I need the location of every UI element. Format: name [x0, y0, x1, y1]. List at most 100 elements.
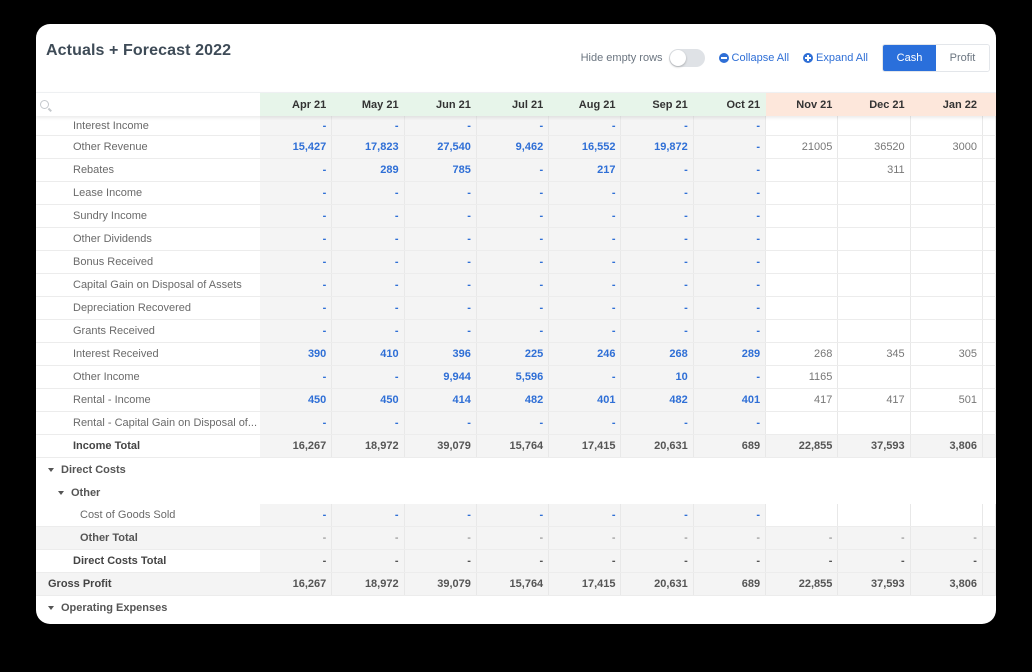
- actual-value-cell[interactable]: -: [549, 182, 622, 204]
- actual-value-cell[interactable]: -: [332, 297, 405, 319]
- actual-value-cell[interactable]: -: [332, 504, 405, 526]
- forecast-value-cell[interactable]: 345: [838, 343, 911, 365]
- actual-value-cell[interactable]: -: [693, 504, 767, 526]
- actual-value-cell[interactable]: 225: [476, 343, 550, 365]
- actual-value-cell[interactable]: -: [404, 504, 477, 526]
- actual-value-cell[interactable]: -: [260, 205, 333, 227]
- actual-value-cell[interactable]: -: [621, 251, 694, 273]
- actual-value-cell[interactable]: -: [621, 228, 694, 250]
- actual-value-cell[interactable]: -: [549, 297, 622, 319]
- actual-value-cell[interactable]: 482: [621, 389, 694, 411]
- forecast-value-cell[interactable]: [910, 251, 983, 273]
- forecast-value-cell[interactable]: [766, 320, 839, 342]
- forecast-value-cell[interactable]: 36520: [838, 136, 911, 158]
- actual-value-cell[interactable]: -: [621, 320, 694, 342]
- forecast-value-cell[interactable]: [910, 504, 983, 526]
- actual-value-cell[interactable]: -: [332, 116, 405, 135]
- actual-value-cell[interactable]: -: [693, 320, 767, 342]
- actual-value-cell[interactable]: -: [621, 116, 694, 135]
- actual-value-cell[interactable]: -: [549, 205, 622, 227]
- forecast-value-cell[interactable]: [910, 159, 983, 181]
- actual-value-cell[interactable]: -: [621, 412, 694, 434]
- caret-down-icon[interactable]: [48, 605, 54, 610]
- hide-empty-rows-toggle[interactable]: [668, 49, 705, 67]
- expand-all-button[interactable]: Expand All: [803, 52, 868, 64]
- actual-value-cell[interactable]: -: [621, 182, 694, 204]
- actual-value-cell[interactable]: -: [693, 116, 767, 135]
- actual-value-cell[interactable]: 396: [404, 343, 477, 365]
- actual-value-cell[interactable]: -: [693, 251, 767, 273]
- forecast-value-cell[interactable]: [838, 297, 911, 319]
- actual-value-cell[interactable]: -: [621, 159, 694, 181]
- actual-value-cell[interactable]: 289: [693, 343, 767, 365]
- actual-value-cell[interactable]: -: [404, 297, 477, 319]
- actual-value-cell[interactable]: -: [260, 504, 333, 526]
- forecast-value-cell[interactable]: [838, 182, 911, 204]
- actual-value-cell[interactable]: -: [476, 412, 550, 434]
- row-label[interactable]: Direct Costs: [36, 458, 260, 481]
- actual-value-cell[interactable]: -: [260, 412, 333, 434]
- actual-value-cell[interactable]: -: [693, 205, 767, 227]
- forecast-value-cell[interactable]: [838, 228, 911, 250]
- actual-value-cell[interactable]: 401: [549, 389, 622, 411]
- actual-value-cell[interactable]: 17,823: [332, 136, 405, 158]
- actual-value-cell[interactable]: -: [332, 412, 405, 434]
- actual-value-cell[interactable]: 9,462: [476, 136, 550, 158]
- row-search-input[interactable]: [36, 93, 260, 116]
- actual-value-cell[interactable]: -: [476, 116, 550, 135]
- forecast-value-cell[interactable]: [766, 182, 839, 204]
- actual-value-cell[interactable]: 450: [260, 389, 333, 411]
- actual-value-cell[interactable]: -: [549, 366, 622, 388]
- actual-value-cell[interactable]: -: [332, 228, 405, 250]
- actual-value-cell[interactable]: -: [260, 274, 333, 296]
- forecast-value-cell[interactable]: [910, 366, 983, 388]
- actual-value-cell[interactable]: -: [549, 116, 622, 135]
- forecast-value-cell[interactable]: [910, 274, 983, 296]
- actual-value-cell[interactable]: -: [260, 159, 333, 181]
- forecast-value-cell[interactable]: [910, 228, 983, 250]
- actual-value-cell[interactable]: 414: [404, 389, 477, 411]
- actual-value-cell[interactable]: 401: [693, 389, 767, 411]
- actual-value-cell[interactable]: -: [549, 251, 622, 273]
- actual-value-cell[interactable]: -: [476, 251, 550, 273]
- forecast-value-cell[interactable]: [838, 205, 911, 227]
- actual-value-cell[interactable]: 268: [621, 343, 694, 365]
- actual-value-cell[interactable]: 289: [332, 159, 405, 181]
- actual-value-cell[interactable]: -: [693, 274, 767, 296]
- collapse-all-button[interactable]: Collapse All: [718, 52, 789, 64]
- actual-value-cell[interactable]: -: [476, 182, 550, 204]
- actual-value-cell[interactable]: 16,552: [549, 136, 622, 158]
- forecast-value-cell[interactable]: [766, 228, 839, 250]
- forecast-value-cell[interactable]: [766, 116, 839, 135]
- actual-value-cell[interactable]: -: [260, 182, 333, 204]
- forecast-value-cell[interactable]: [910, 320, 983, 342]
- actual-value-cell[interactable]: -: [621, 205, 694, 227]
- actual-value-cell[interactable]: -: [693, 182, 767, 204]
- actual-value-cell[interactable]: -: [621, 274, 694, 296]
- actual-value-cell[interactable]: -: [404, 320, 477, 342]
- actual-value-cell[interactable]: 10: [621, 366, 694, 388]
- actual-value-cell[interactable]: -: [621, 297, 694, 319]
- forecast-value-cell[interactable]: [838, 504, 911, 526]
- forecast-value-cell[interactable]: 417: [838, 389, 911, 411]
- actual-value-cell[interactable]: -: [260, 320, 333, 342]
- actual-value-cell[interactable]: -: [693, 136, 767, 158]
- forecast-value-cell[interactable]: [838, 251, 911, 273]
- actual-value-cell[interactable]: 785: [404, 159, 477, 181]
- actual-value-cell[interactable]: -: [476, 274, 550, 296]
- actual-value-cell[interactable]: 217: [549, 159, 622, 181]
- actual-value-cell[interactable]: -: [332, 320, 405, 342]
- forecast-value-cell[interactable]: 311: [838, 159, 911, 181]
- actual-value-cell[interactable]: -: [404, 274, 477, 296]
- forecast-value-cell[interactable]: 3000: [910, 136, 983, 158]
- actual-value-cell[interactable]: -: [693, 412, 767, 434]
- forecast-value-cell[interactable]: [838, 320, 911, 342]
- actual-value-cell[interactable]: -: [549, 412, 622, 434]
- actual-value-cell[interactable]: 482: [476, 389, 550, 411]
- forecast-value-cell[interactable]: [766, 159, 839, 181]
- actual-value-cell[interactable]: 246: [549, 343, 622, 365]
- forecast-value-cell[interactable]: [910, 116, 983, 135]
- actual-value-cell[interactable]: -: [476, 205, 550, 227]
- row-label[interactable]: Operating Expenses: [36, 596, 260, 619]
- actual-value-cell[interactable]: -: [476, 228, 550, 250]
